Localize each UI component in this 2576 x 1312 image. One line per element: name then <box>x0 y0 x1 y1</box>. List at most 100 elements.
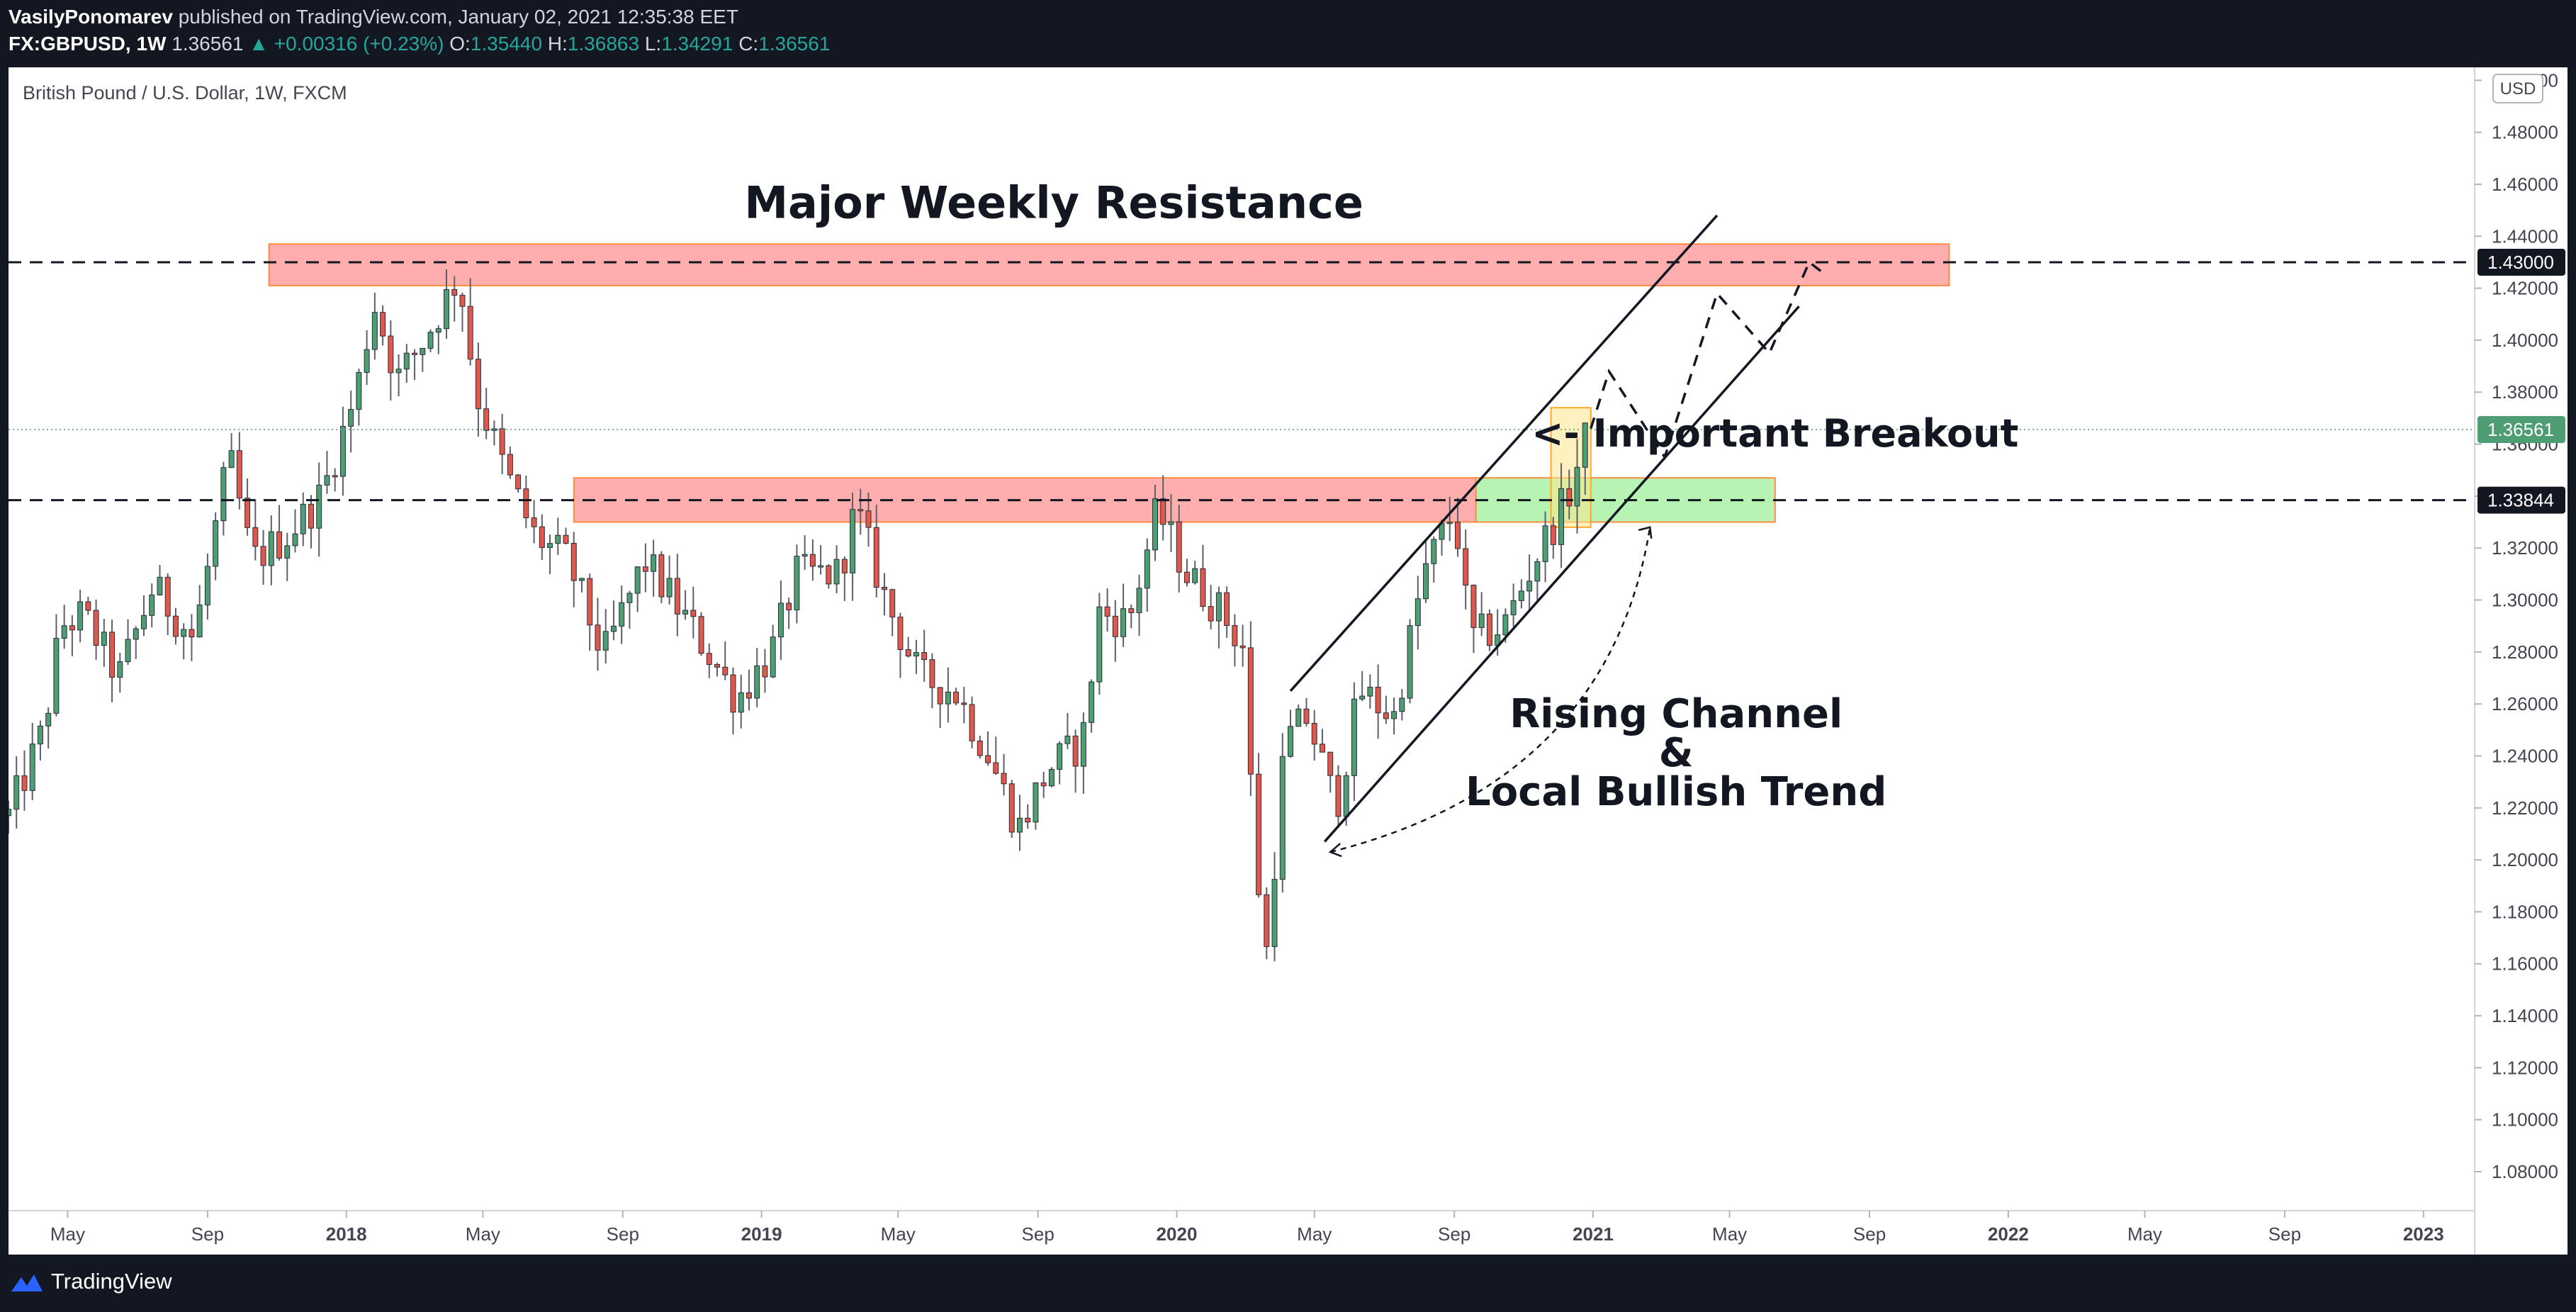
candle-down[interactable] <box>1112 615 1118 637</box>
candle-down[interactable] <box>722 666 729 675</box>
candle-down[interactable] <box>1375 686 1381 714</box>
candle-up[interactable] <box>1096 606 1103 683</box>
candle-up[interactable] <box>1423 563 1429 600</box>
candle-down[interactable] <box>674 578 680 615</box>
candle-down[interactable] <box>499 428 505 455</box>
candle-down[interactable] <box>985 755 991 763</box>
candle-up[interactable] <box>292 533 298 546</box>
candle-up[interactable] <box>913 652 919 656</box>
candle-down[interactable] <box>809 554 816 567</box>
candle-up[interactable] <box>651 554 657 572</box>
candle-down[interactable] <box>523 488 529 519</box>
candle-up[interactable] <box>268 531 274 566</box>
candle-down[interactable] <box>236 450 242 499</box>
candle-down[interactable] <box>714 663 721 668</box>
candle-down[interactable] <box>1327 751 1334 776</box>
candle-up[interactable] <box>204 566 210 605</box>
candle-down[interactable] <box>531 517 537 527</box>
candle-down[interactable] <box>276 531 283 559</box>
candle-down[interactable] <box>865 510 872 528</box>
candle-down[interactable] <box>1208 606 1214 622</box>
candle-up[interactable] <box>1518 590 1524 601</box>
candle-down[interactable] <box>1224 592 1230 627</box>
candle-down[interactable] <box>1008 783 1015 833</box>
candle-down[interactable] <box>1486 613 1492 646</box>
candle-up[interactable] <box>1192 568 1198 583</box>
candle-down[interactable] <box>746 692 752 699</box>
candle-down[interactable] <box>937 687 943 705</box>
resistance-zone-lower[interactable] <box>573 477 1477 523</box>
candle-down[interactable] <box>308 503 314 529</box>
candle-up[interactable] <box>435 328 441 333</box>
candle-up[interactable] <box>61 625 67 639</box>
candle-up[interactable] <box>1558 488 1565 545</box>
candle-up[interactable] <box>1359 695 1366 700</box>
candle-down[interactable] <box>244 498 251 528</box>
candle-up[interactable] <box>371 312 378 350</box>
candle-up[interactable] <box>117 661 123 678</box>
candle-up[interactable] <box>1271 879 1278 948</box>
candle-down[interactable] <box>475 359 481 410</box>
candle-up[interactable] <box>547 543 553 548</box>
candle-up[interactable] <box>602 631 609 651</box>
candle-down[interactable] <box>380 312 386 337</box>
candle-down[interactable] <box>1311 723 1317 745</box>
candle-up[interactable] <box>1414 598 1421 627</box>
price-chart[interactable]: Major Weekly Resistance <- Important Brea… <box>9 67 2567 1255</box>
candle-down[interactable] <box>642 566 648 572</box>
candle-down[interactable] <box>1319 744 1325 753</box>
candle-up[interactable] <box>579 578 585 581</box>
candle-down[interactable] <box>1160 498 1166 525</box>
candle-down[interactable] <box>189 629 195 638</box>
candle-down[interactable] <box>260 546 266 566</box>
candle-up[interactable] <box>770 637 776 678</box>
candle-down[interactable] <box>1470 584 1477 628</box>
candle-down[interactable] <box>993 762 999 774</box>
candle-up[interactable] <box>1399 697 1405 712</box>
candle-down[interactable] <box>85 601 91 611</box>
candle-down[interactable] <box>507 454 513 476</box>
candle-down[interactable] <box>1335 775 1342 817</box>
candle-down[interactable] <box>1566 488 1573 507</box>
candle-down[interactable] <box>730 674 736 713</box>
candle-up[interactable] <box>818 565 824 568</box>
candle-up[interactable] <box>1446 522 1453 525</box>
candle-down[interactable] <box>1232 625 1238 646</box>
candle-down[interactable] <box>172 615 179 637</box>
candle-up[interactable] <box>53 637 60 714</box>
projection-path[interactable] <box>1590 260 1828 460</box>
candle-down[interactable] <box>1001 773 1007 785</box>
candle-up[interactable] <box>1089 681 1095 723</box>
candle-down[interactable] <box>826 565 832 585</box>
candle-up[interactable] <box>356 371 362 410</box>
candle-down[interactable] <box>857 509 864 512</box>
candle-down[interactable] <box>977 740 983 756</box>
candle-up[interactable] <box>444 288 449 330</box>
candle-down[interactable] <box>889 589 896 618</box>
candle-up[interactable] <box>1057 743 1063 770</box>
resistance-zone-upper[interactable] <box>268 243 1950 286</box>
candle-down[interactable] <box>109 632 116 678</box>
candle-down[interactable] <box>587 578 593 626</box>
candle-up[interactable] <box>141 615 147 629</box>
candle-down[interactable] <box>841 559 848 573</box>
candle-up[interactable] <box>37 725 43 745</box>
candle-down[interactable] <box>1383 712 1389 719</box>
candle-up[interactable] <box>1288 726 1294 757</box>
candle-up[interactable] <box>196 604 203 638</box>
candle-up[interactable] <box>1136 588 1142 613</box>
candle-up[interactable] <box>339 425 346 477</box>
candle-up[interactable] <box>395 369 402 374</box>
candle-up[interactable] <box>220 467 227 522</box>
candle-up[interactable] <box>364 349 370 373</box>
candle-up[interactable] <box>324 475 330 486</box>
candle-down[interactable] <box>881 587 887 590</box>
candle-down[interactable] <box>1247 647 1254 775</box>
candle-up[interactable] <box>626 593 633 603</box>
candle-down[interactable] <box>459 295 466 307</box>
candle-down[interactable] <box>1040 782 1047 787</box>
candle-up[interactable] <box>1120 608 1127 637</box>
candle-up[interactable] <box>1080 722 1086 767</box>
candle-down[interactable] <box>1104 606 1110 617</box>
candle-down[interactable] <box>595 624 601 651</box>
